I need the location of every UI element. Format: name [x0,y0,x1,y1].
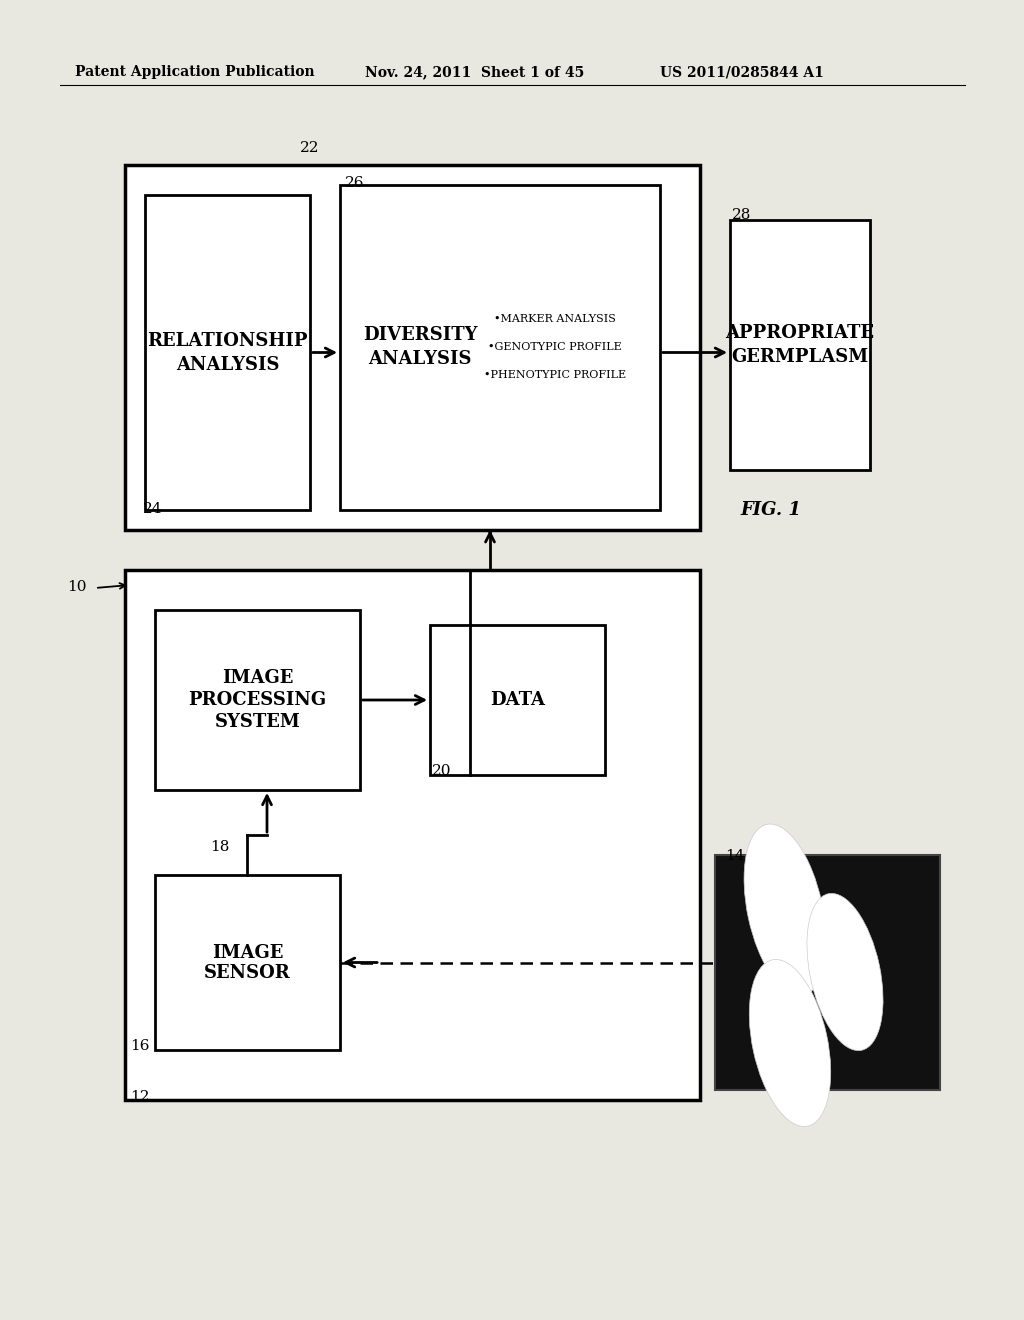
Text: FIG. 1: FIG. 1 [740,502,801,519]
Text: 20: 20 [432,764,452,777]
Bar [730,220,870,470]
Text: IMAGE: IMAGE [212,944,284,961]
Text: RELATIONSHIP: RELATIONSHIP [147,331,308,350]
Text: 16: 16 [130,1039,150,1053]
Bar [715,855,940,1090]
Bar [125,165,700,531]
Text: Nov. 24, 2011  Sheet 1 of 45: Nov. 24, 2011 Sheet 1 of 45 [365,65,585,79]
Text: •GENOTYPIC PROFILE: •GENOTYPIC PROFILE [488,342,622,352]
Text: IMAGE: IMAGE [222,669,293,686]
Text: 14: 14 [725,849,744,863]
Text: 10: 10 [68,579,87,594]
Bar [125,570,700,1100]
Bar [155,610,360,789]
Bar [145,195,310,510]
Ellipse shape [807,894,883,1051]
Text: •MARKER ANALYSIS: •MARKER ANALYSIS [494,314,616,325]
Text: DATA: DATA [490,690,545,709]
Text: DIVERSITY: DIVERSITY [362,326,477,345]
Bar [340,185,660,510]
Text: GERMPLASM: GERMPLASM [731,348,868,366]
Bar [430,624,605,775]
Text: Patent Application Publication: Patent Application Publication [75,65,314,79]
Text: US 2011/0285844 A1: US 2011/0285844 A1 [660,65,824,79]
Ellipse shape [750,960,830,1126]
Text: 28: 28 [732,209,752,222]
Text: ANALYSIS: ANALYSIS [176,355,280,374]
Text: ANALYSIS: ANALYSIS [369,351,472,368]
Text: PROCESSING: PROCESSING [188,690,327,709]
Text: 18: 18 [210,840,229,854]
Text: •PHENOTYPIC PROFILE: •PHENOTYPIC PROFILE [484,371,626,380]
Text: 26: 26 [345,176,365,190]
Text: 24: 24 [143,502,163,516]
Text: SYSTEM: SYSTEM [215,713,300,731]
Bar [155,875,340,1049]
Text: 12: 12 [130,1090,150,1104]
Text: APPROPRIATE: APPROPRIATE [725,323,874,342]
Ellipse shape [744,824,826,997]
Text: 22: 22 [300,141,319,154]
Text: SENSOR: SENSOR [204,964,291,982]
